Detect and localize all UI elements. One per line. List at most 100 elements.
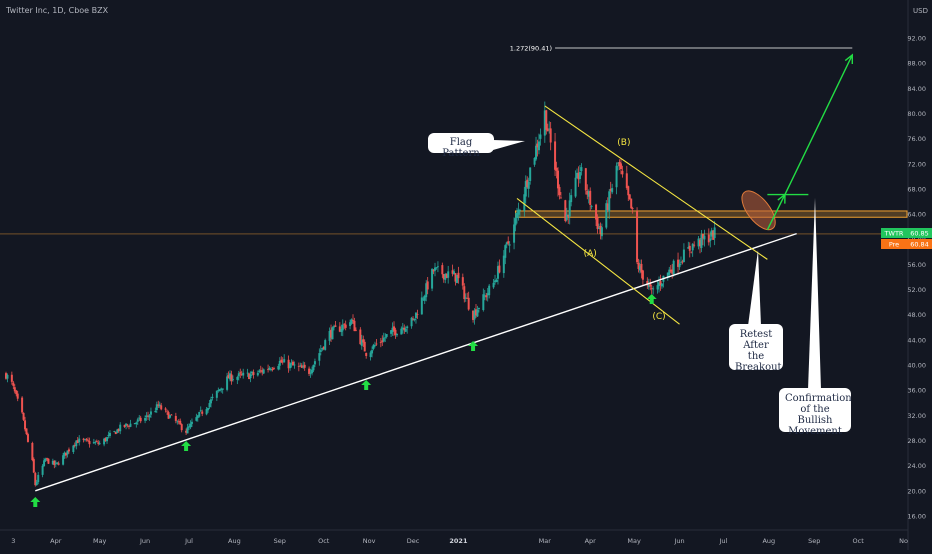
candle-body — [578, 172, 581, 179]
candle-body — [277, 366, 280, 370]
candle-body — [567, 215, 570, 217]
candle-body — [25, 428, 28, 435]
time-tick-label: 3 — [11, 537, 15, 545]
candle-body — [145, 415, 148, 418]
candle-body — [75, 440, 78, 447]
candle-body — [180, 424, 183, 431]
candle-body — [618, 162, 621, 167]
candle-body — [35, 481, 38, 486]
candle-body — [34, 473, 37, 486]
candle-body — [463, 286, 466, 300]
candle-body — [564, 200, 567, 221]
candle-body — [537, 141, 540, 151]
candle-body — [56, 462, 59, 464]
last-price-badge-value-box — [907, 228, 932, 238]
candle-body — [669, 269, 672, 272]
candle-body — [672, 260, 675, 275]
candle-body — [526, 179, 529, 188]
candle-body — [258, 370, 261, 372]
candle-body — [649, 283, 652, 287]
time-tick-label: Jun — [139, 537, 150, 545]
candle-body — [472, 310, 475, 320]
candle-body — [628, 194, 631, 200]
candle-body — [168, 415, 171, 418]
currency-label: USD — [913, 7, 928, 15]
candle-body — [682, 249, 685, 263]
candle-body — [139, 417, 142, 422]
retest-line-1: Retest — [739, 329, 773, 340]
support-touch-arrow — [30, 497, 41, 507]
candle-body — [636, 211, 639, 263]
candle-body — [104, 438, 107, 442]
candle-body — [186, 427, 189, 434]
candle-body — [597, 227, 600, 230]
candle-body — [41, 465, 44, 475]
candle-body — [318, 353, 321, 361]
candle-body — [576, 172, 579, 179]
last-price-badge-symbol: TWTR — [884, 230, 904, 238]
candle-body — [382, 337, 385, 342]
confirmation-callout: Confirmation of the Bullish Movement — [779, 388, 852, 437]
candle-body — [208, 403, 211, 408]
candle-body — [86, 439, 89, 441]
candle-body — [454, 273, 457, 282]
candle-body — [160, 405, 163, 410]
candle-body — [340, 329, 343, 333]
candle-body — [451, 270, 454, 274]
candle-body — [640, 263, 643, 273]
candle-body — [148, 415, 151, 418]
candle-body — [231, 379, 234, 381]
candle-body — [10, 374, 13, 382]
candle-body — [659, 281, 662, 286]
candle-body — [31, 442, 34, 461]
candle-body — [709, 238, 712, 241]
candle-body — [129, 423, 132, 427]
candle-body — [455, 274, 458, 283]
candle-body — [45, 458, 48, 459]
time-tick-label: Jul — [184, 537, 193, 545]
price-tick-label: 80.00 — [907, 110, 926, 118]
candle-body — [95, 441, 98, 442]
candle-body — [595, 204, 598, 220]
candle-body — [413, 318, 416, 321]
candle-body — [106, 437, 109, 442]
candle-body — [527, 181, 530, 189]
candle-body — [215, 390, 218, 398]
candle-body — [72, 445, 75, 453]
pre-price-badge-symbol: Pre — [889, 241, 899, 249]
candle-body — [457, 272, 460, 279]
candle-body — [414, 312, 417, 318]
flag-upper-line[interactable] — [544, 105, 768, 260]
candle-body — [309, 372, 312, 374]
price-axis[interactable]: 92.00 88.00 84.00 80.00 76.00 72.00 68.00 64.00… — [881, 0, 932, 550]
candle-body — [539, 134, 542, 139]
candle-body — [363, 341, 366, 352]
candle-body — [447, 271, 450, 278]
confirmation-line-1: Confirmation — [785, 393, 852, 404]
candle-body — [15, 390, 18, 395]
target-arrow-shaft — [784, 54, 853, 195]
support-trendline[interactable] — [35, 232, 797, 492]
candle-body — [371, 350, 374, 354]
candle-body — [391, 327, 394, 333]
candle-body — [524, 181, 527, 197]
candle-body — [671, 269, 674, 274]
time-axis[interactable]: 3 Apr May Jun Jul Aug Sep Oct Nov Dec 2021 Mar Apr Ma… — [0, 529, 908, 545]
candle-body — [154, 410, 157, 413]
candle-body — [92, 442, 95, 444]
price-tick-label: 16.00 — [907, 513, 926, 521]
candle-body — [352, 319, 355, 321]
candle-body — [82, 438, 85, 440]
candle-body — [508, 244, 511, 246]
candle-body — [65, 452, 68, 456]
candle-body — [113, 430, 116, 432]
candle-body — [565, 214, 568, 220]
candle-body — [621, 170, 624, 175]
candle-body — [693, 244, 696, 246]
candle-body — [116, 429, 119, 433]
candle-body — [114, 431, 117, 435]
pre-price-badge-value: 60.84 — [910, 241, 929, 249]
candle-body — [630, 198, 633, 209]
